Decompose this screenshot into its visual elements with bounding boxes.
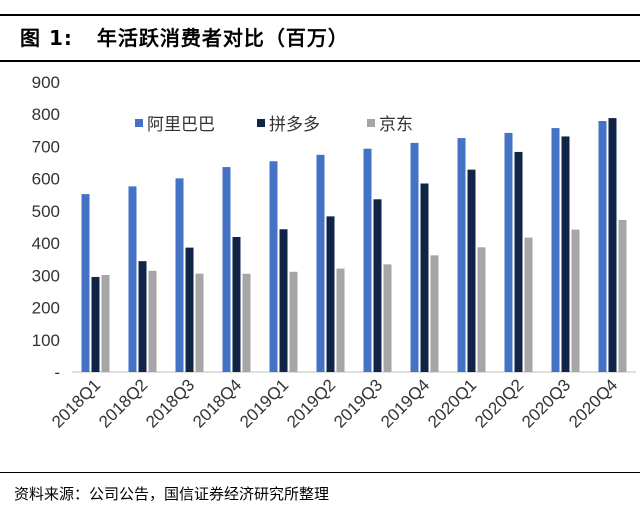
x-tick-label: 2019Q4 <box>377 375 433 431</box>
y-tick-label: - <box>54 363 60 382</box>
bar-jd <box>101 275 110 372</box>
x-tick-label: 2018Q2 <box>95 375 151 431</box>
bar-alibaba <box>175 178 184 372</box>
figure-title: 图 1: 年活跃消费者对比（百万） <box>20 22 349 51</box>
figure-label: 图 1: <box>20 26 73 50</box>
x-tick-label: 2019Q2 <box>283 375 339 431</box>
y-tick-label: 100 <box>32 331 60 350</box>
bar-jd <box>430 255 439 372</box>
legend-swatch-jd <box>367 119 375 127</box>
figure-title-text: 年活跃消费者对比（百万） <box>96 26 349 50</box>
bar-pinduoduo <box>232 236 241 372</box>
bar-jd <box>383 264 392 372</box>
y-tick-label: 500 <box>32 202 60 221</box>
y-tick-label: 900 <box>32 73 60 92</box>
bar-pinduoduo <box>91 276 100 372</box>
y-tick-label: 200 <box>32 299 60 318</box>
bar-alibaba <box>598 120 607 372</box>
bar-pinduoduo <box>420 183 429 372</box>
y-tick-label: 700 <box>32 137 60 156</box>
bar-alibaba <box>222 167 231 372</box>
bar-alibaba <box>269 161 278 372</box>
bar-alibaba <box>551 128 560 372</box>
x-tick-label: 2020Q4 <box>565 375 621 431</box>
bar-chart: - 100 200 300 400 500 600 700 800 900 2018Q12018Q2… <box>32 73 636 432</box>
bottom-rule <box>0 472 640 473</box>
bar-alibaba <box>316 154 325 372</box>
bar-jd <box>618 219 627 372</box>
x-tick-label: 2020Q2 <box>471 375 527 431</box>
legend-label-jd: 京东 <box>379 115 413 135</box>
source-note: 资料来源：公司公告，国信证券经济研究所整理 <box>14 485 330 503</box>
title-rule <box>0 60 640 62</box>
legend-label-pinduoduo: 拼多多 <box>269 115 320 135</box>
legend-swatch-alibaba <box>135 119 143 127</box>
bar-jd <box>477 247 486 372</box>
x-tick-label: 2018Q4 <box>189 375 245 431</box>
bar-pinduoduo <box>138 261 147 372</box>
bar-alibaba <box>457 138 466 372</box>
bar-jd <box>195 273 204 372</box>
y-tick-label: 800 <box>32 105 60 124</box>
bar-jd <box>148 270 157 372</box>
bar-pinduoduo <box>514 151 523 372</box>
bar-alibaba <box>363 148 372 372</box>
legend-label-alibaba: 阿里巴巴 <box>147 115 215 135</box>
bar-jd <box>336 268 345 372</box>
x-tick-label: 2020Q3 <box>518 375 574 431</box>
bar-jd <box>242 273 251 372</box>
bar-pinduoduo <box>185 247 194 372</box>
bar-alibaba <box>504 132 513 372</box>
bar-pinduoduo <box>373 199 382 372</box>
top-rule <box>0 14 640 16</box>
x-tick-label: 2020Q1 <box>424 375 480 431</box>
x-tick-label: 2018Q1 <box>48 375 104 431</box>
x-tick-label: 2019Q3 <box>330 375 386 431</box>
bar-pinduoduo <box>326 216 335 372</box>
bar-alibaba <box>128 186 137 372</box>
x-tick-label: 2019Q1 <box>236 375 292 431</box>
bar-jd <box>571 229 580 372</box>
bar-jd <box>289 271 298 372</box>
bar-jd <box>524 237 533 372</box>
bar-pinduoduo <box>467 169 476 372</box>
y-tick-label: 400 <box>32 234 60 253</box>
legend-swatch-pinduoduo <box>257 119 265 127</box>
bar-pinduoduo <box>279 229 288 372</box>
bar-alibaba <box>81 194 90 372</box>
x-tick-label: 2018Q3 <box>142 375 198 431</box>
bar-pinduoduo <box>608 118 617 372</box>
y-tick-label: 300 <box>32 266 60 285</box>
y-tick-label: 600 <box>32 170 60 189</box>
bar-alibaba <box>410 142 419 372</box>
bar-pinduoduo <box>561 136 570 372</box>
